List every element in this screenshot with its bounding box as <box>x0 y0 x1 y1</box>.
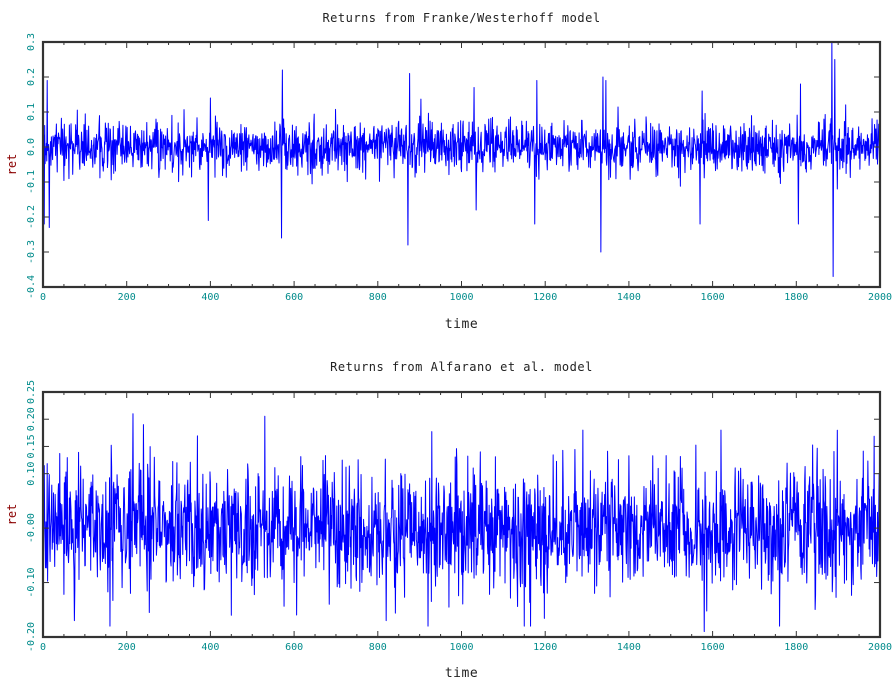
y-tick-label: 0.15 <box>26 434 37 458</box>
chart-title: Returns from Franke/Westerhoff model <box>322 11 600 25</box>
x-tick-label: 200 <box>118 292 136 303</box>
x-tick-label: 1200 <box>533 642 557 653</box>
x-axis-label: time <box>445 666 478 681</box>
x-tick-label: 1800 <box>784 642 808 653</box>
y-axis-label: ret <box>5 504 19 526</box>
y-tick-label: 0.3 <box>26 33 37 51</box>
returns-series-line <box>43 413 880 633</box>
chart-title: Returns from Alfarano et al. model <box>330 360 593 374</box>
y-tick-label: -0.4 <box>26 275 37 299</box>
y-tick-label: 0.1 <box>26 103 37 121</box>
y-tick-label: -0.10 <box>26 568 37 598</box>
x-tick-label: 1000 <box>449 292 473 303</box>
x-tick-label: 1800 <box>784 292 808 303</box>
x-tick-label: 1600 <box>701 292 725 303</box>
y-tick-label: 0.0 <box>26 138 37 156</box>
y-tick-label: -0.3 <box>26 240 37 264</box>
x-tick-label: 0 <box>40 292 46 303</box>
returns-series-line <box>43 42 880 277</box>
x-tick-label: 1400 <box>617 292 641 303</box>
chart-panel-2: Returns from Alfarano et al. model 0 200 40… <box>5 360 892 681</box>
x-tick-label: 400 <box>201 292 219 303</box>
x-tick-label: 0 <box>40 642 46 653</box>
x-tick-label: 1200 <box>533 292 557 303</box>
y-tick-label: 0.10 <box>26 462 37 486</box>
y-tick-label: -0.1 <box>26 170 37 194</box>
y-tick-label: -0.00 <box>26 513 37 543</box>
chart-panel-1: Returns from Franke/Westerhoff model 0 200… <box>5 11 892 332</box>
y-tick-label: 0.25 <box>26 380 37 404</box>
x-tick-label: 600 <box>285 292 303 303</box>
x-tick-label: 200 <box>118 642 136 653</box>
x-tick-label: 2000 <box>868 642 892 653</box>
x-tick-label: 400 <box>201 642 219 653</box>
x-tick-label: 1400 <box>617 642 641 653</box>
x-tick-label: 800 <box>369 642 387 653</box>
x-tick-label: 1000 <box>449 642 473 653</box>
x-tick-label: 600 <box>285 642 303 653</box>
y-tick-label: -0.2 <box>26 205 37 229</box>
x-tick-label: 2000 <box>868 292 892 303</box>
y-axis-label: ret <box>5 154 19 176</box>
y-tick-label: -0.20 <box>26 622 37 652</box>
x-axis-label: time <box>445 317 478 332</box>
x-tick-label: 1600 <box>701 642 725 653</box>
y-tick-label: 0.20 <box>26 407 37 431</box>
y-tick-label: 0.2 <box>26 68 37 86</box>
x-tick-label: 800 <box>369 292 387 303</box>
